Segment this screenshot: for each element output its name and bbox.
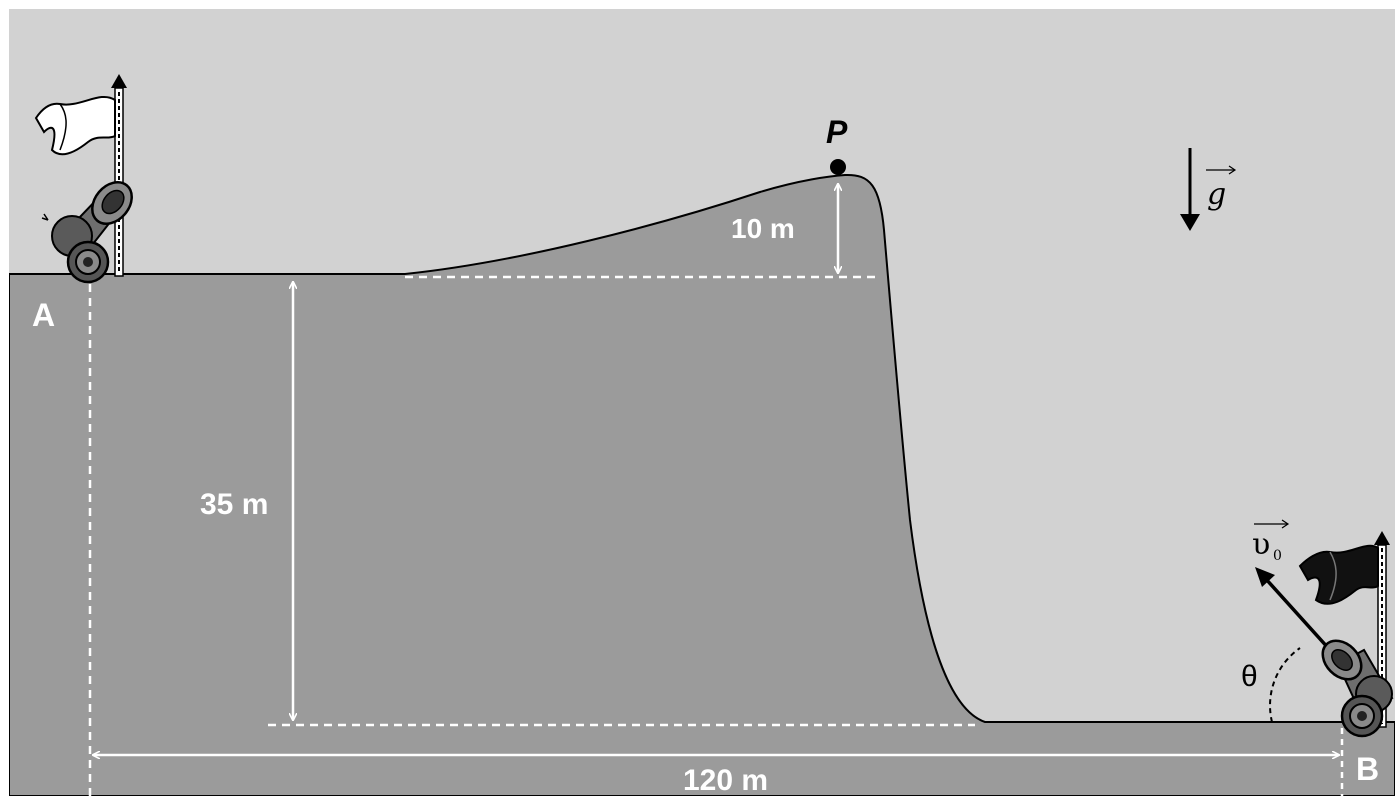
velocity-subscript: 0 — [1273, 548, 1282, 564]
cannon-b — [1298, 531, 1394, 738]
point-a-label: A — [32, 297, 55, 333]
velocity-vector: υ 0 — [1252, 519, 1332, 652]
cannon-icon — [41, 181, 133, 284]
angle-arc — [1269, 647, 1301, 723]
cannon-a — [34, 74, 133, 284]
point-p-marker — [830, 159, 846, 175]
gravity-vector: g — [1180, 148, 1237, 231]
cannon-icon — [1321, 639, 1394, 738]
angle-label: θ — [1241, 660, 1258, 693]
gravity-symbol: g — [1207, 177, 1226, 212]
point-p-label: P — [826, 114, 848, 150]
distance-label: 120 m — [683, 764, 768, 796]
terrain — [8, 173, 1395, 796]
hill-height-label: 10 m — [731, 213, 795, 244]
velocity-symbol: υ — [1252, 527, 1270, 562]
cliff-height-label: 35 m — [200, 488, 268, 521]
black-flag-icon — [1298, 531, 1390, 728]
point-b-label: B — [1356, 751, 1379, 787]
